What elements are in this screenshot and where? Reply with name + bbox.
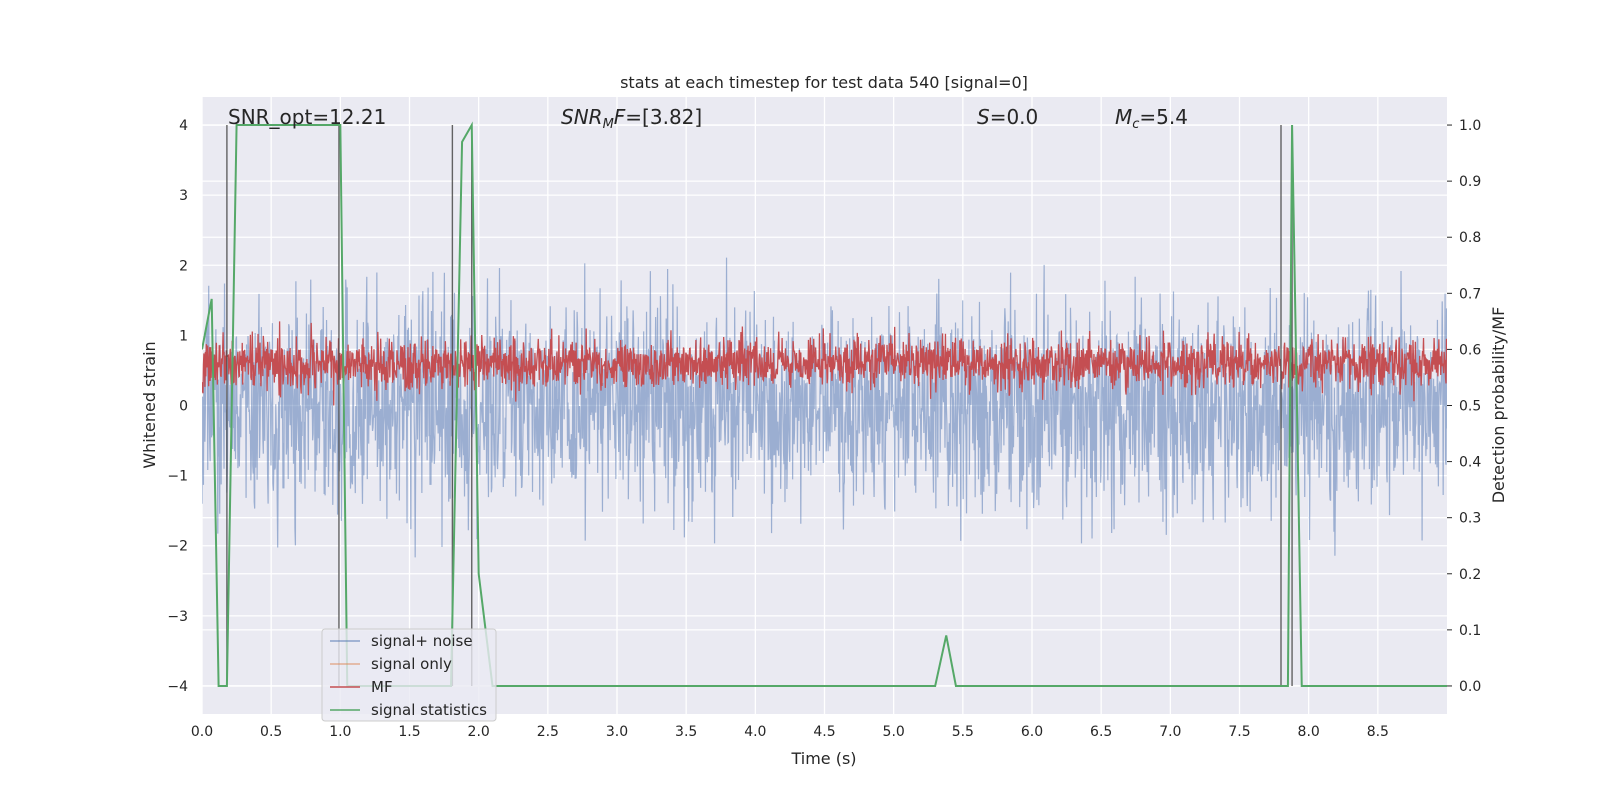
y-right-tick-label: 0.8 <box>1459 230 1481 246</box>
annotation-mc-value: =5.4 <box>1139 105 1188 129</box>
x-tick-labels: 0.0 0.5 1.0 1.5 2.0 2.5 3.0 3.5 4.0 4.5 5.0 5.5 6.0 6… <box>191 724 1389 740</box>
y-right-axis-label: Detection probability/MF <box>1489 307 1508 504</box>
x-tick-label: 4.0 <box>744 724 766 740</box>
y-left-tick-label: −2 <box>167 539 188 555</box>
annotation-snr-opt: SNR_opt=12.21 <box>228 105 386 129</box>
legend-label-signal-statistics: signal statistics <box>371 701 487 719</box>
series-mf <box>202 321 1447 406</box>
legend-label-signal-noise: signal+ noise <box>371 632 473 650</box>
x-tick-label: 2.5 <box>537 724 559 740</box>
y-right-tick-label: 0.6 <box>1459 342 1481 358</box>
y-right-tick-label: 1.0 <box>1459 118 1481 134</box>
svg-text:Mc=5.4: Mc=5.4 <box>1115 105 1188 132</box>
y-right-tick-labels: 1.0 0.9 0.8 0.7 0.6 0.5 0.4 0.3 0.2 0.1 0.0 <box>1447 118 1481 695</box>
annotation-mc: Mc=5.4 <box>1115 105 1188 132</box>
annotation-s: S=0.0 <box>977 105 1038 129</box>
x-tick-label: 0.0 <box>191 724 213 740</box>
y-left-tick-label: 3 <box>179 188 188 204</box>
y-right-tick-label: 0.1 <box>1459 623 1481 639</box>
x-tick-label: 1.5 <box>398 724 420 740</box>
x-tick-label: 3.5 <box>675 724 697 740</box>
y-right-tick-label: 0.5 <box>1459 399 1481 415</box>
x-tick-label: 8.5 <box>1367 724 1389 740</box>
annotation-snr-mf-value: =[3.82] <box>625 105 702 129</box>
y-left-tick-label: −1 <box>167 469 188 485</box>
detection-vlines <box>226 125 1293 686</box>
x-tick-label: 5.0 <box>883 724 905 740</box>
x-tick-label: 1.0 <box>329 724 351 740</box>
y-left-tick-label: −3 <box>167 609 188 625</box>
y-left-axis-label: Whitened strain <box>140 341 159 468</box>
x-tick-label: 6.0 <box>1021 724 1043 740</box>
x-tick-label: 4.5 <box>813 724 835 740</box>
svg-text:SNRMF=[3.82]: SNRMF=[3.82] <box>561 105 702 132</box>
x-tick-label: 6.5 <box>1090 724 1112 740</box>
x-tick-label: 0.5 <box>260 724 282 740</box>
x-tick-label: 2.0 <box>468 724 490 740</box>
x-tick-label: 5.5 <box>952 724 974 740</box>
y-right-tick-label: 0.2 <box>1459 567 1481 583</box>
y-left-tick-label: 2 <box>179 258 188 274</box>
y-right-tick-label: 0.7 <box>1459 286 1481 302</box>
y-left-tick-label: 4 <box>179 118 188 134</box>
y-right-tick-label: 0.3 <box>1459 511 1481 527</box>
y-right-tick-label: 0.9 <box>1459 174 1481 190</box>
x-tick-label: 3.0 <box>606 724 628 740</box>
annotation-s-value: =0.0 <box>990 105 1039 129</box>
chart-title: stats at each timestep for test data 540… <box>620 73 1028 92</box>
y-left-tick-label: −4 <box>167 679 188 695</box>
y-right-tick-label: 0.0 <box>1459 679 1481 695</box>
y-left-tick-label: 0 <box>179 399 188 415</box>
mf-line <box>202 321 1447 406</box>
svg-text:S=0.0: S=0.0 <box>977 105 1038 129</box>
y-right-tick-label: 0.4 <box>1459 455 1481 471</box>
x-tick-label: 8.0 <box>1298 724 1320 740</box>
legend-label-signal-only: signal only <box>371 655 452 673</box>
y-left-tick-labels: 4 3 2 1 0 −1 −2 −3 −4 <box>167 118 188 695</box>
x-tick-label: 7.0 <box>1159 724 1181 740</box>
annotation-snr-mf: SNRMF=[3.82] <box>561 105 702 132</box>
y-left-tick-label: 1 <box>179 328 188 344</box>
x-axis-label: Time (s) <box>790 749 856 768</box>
legend-label-mf: MF <box>371 678 393 696</box>
x-tick-label: 7.5 <box>1228 724 1250 740</box>
legend: signal+ noise signal only MF signal stat… <box>321 628 497 722</box>
